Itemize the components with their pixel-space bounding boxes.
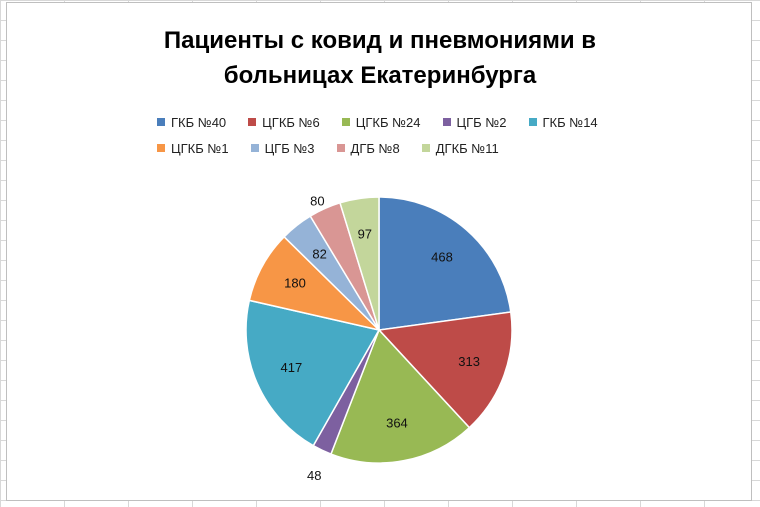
- legend-label: ЦГБ №3: [264, 140, 315, 156]
- data-label: 180: [284, 275, 306, 290]
- legend-row: ЦГКБ №1 ЦГБ №3 ДГБ №8 ДГКБ №11: [157, 135, 617, 161]
- legend-item: ЦГКБ №24: [341, 114, 421, 130]
- legend-label: ЦГБ №2: [456, 114, 507, 130]
- pie-slice[interactable]: [339, 196, 380, 331]
- legend-item: ГКБ №40: [157, 115, 226, 130]
- legend-item: ГКБ №14: [528, 114, 598, 130]
- legend-label: ЦГКБ №24: [355, 114, 421, 130]
- legend-swatch: [250, 144, 259, 152]
- data-label: 97: [358, 227, 372, 242]
- legend-item: ДГКБ №11: [421, 140, 499, 156]
- legend-label: ГКБ №14: [542, 114, 598, 130]
- legend-swatch: [336, 144, 345, 152]
- pie-slice[interactable]: [377, 311, 513, 429]
- legend-label: ГКБ №40: [171, 114, 227, 130]
- data-label: 364: [386, 415, 408, 430]
- legend-swatch: [157, 118, 165, 126]
- legend-swatch: [157, 144, 165, 152]
- pie-slice[interactable]: [329, 328, 471, 464]
- data-label: 48: [307, 468, 321, 483]
- data-label: 468: [431, 249, 453, 264]
- data-label: 417: [281, 360, 303, 375]
- legend-swatch: [421, 144, 430, 152]
- legend-swatch: [442, 118, 451, 126]
- data-label: 80: [310, 194, 324, 209]
- legend-swatch: [341, 118, 350, 126]
- data-label: 82: [312, 246, 326, 261]
- legend-item: ЦГКБ №1: [157, 141, 229, 156]
- pie-slice[interactable]: [245, 299, 381, 447]
- legend-swatch: [248, 118, 257, 126]
- data-label: 313: [458, 354, 480, 369]
- chart-title: Пациенты с ковид и пневмониями в больниц…: [163, 27, 597, 89]
- legend-label: ДГКБ №11: [435, 140, 499, 156]
- legend-label: ДГБ №8: [350, 140, 400, 156]
- legend-label: ЦГКБ №1: [171, 140, 229, 156]
- legend-item: ЦГКБ №6: [248, 115, 320, 130]
- legend-item: ДГБ №8: [336, 140, 400, 156]
- legend: ГКБ №40 ЦГКБ №6 ЦГКБ №24 ЦГБ №2 ГКБ №14 ЦГКБ…: [157, 109, 617, 161]
- legend-label: ЦГКБ №6: [262, 114, 320, 130]
- legend-item: ЦГБ №3: [250, 140, 315, 156]
- legend-item: ЦГБ №2: [442, 114, 507, 130]
- legend-row: ГКБ №40 ЦГКБ №6 ЦГКБ №24 ЦГБ №2 ГКБ №14: [157, 109, 617, 135]
- pie-slice[interactable]: [378, 196, 512, 331]
- legend-swatch: [528, 118, 537, 126]
